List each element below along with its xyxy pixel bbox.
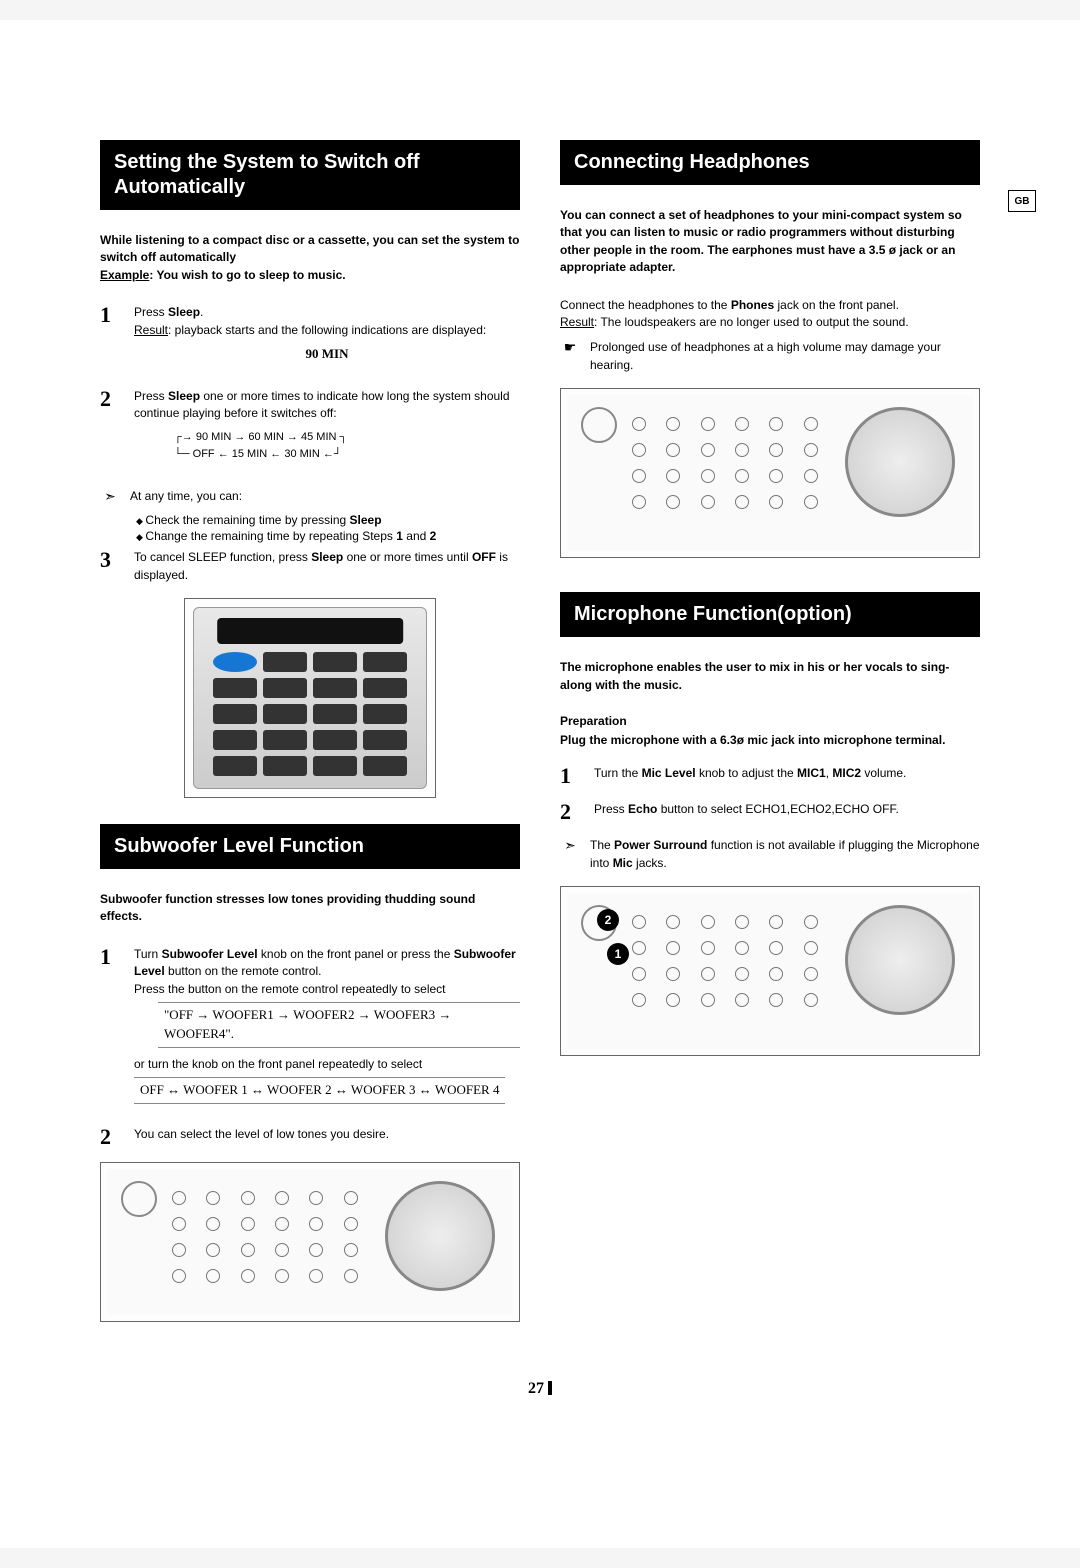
step-number: 1 [560,765,582,787]
subwoofer-step-2: 2 You can select the level of low tones … [100,1126,520,1148]
sleep-intro: While listening to a compact disc or a c… [100,232,520,284]
sleep-time-diagram: ┌→ 90 MIN → 60 MIN → 45 MIN ┐ └─ OFF ← 1… [174,429,520,464]
headphones-connect: Connect the headphones to the Phones jac… [560,297,980,332]
sleep-step-1: 1 Press Sleep. Result: playback starts a… [100,304,520,374]
mic-step-2: 2 Press Echo button to select ECHO1,ECHO… [560,801,980,823]
section-title-sleep: Setting the System to Switch off Automat… [100,140,520,210]
section-title-microphone: Microphone Function(option) [560,592,980,637]
step-number: 2 [100,1126,122,1148]
display-value: 90 MIN [134,345,520,364]
front-panel-headphones-illustration [560,388,980,558]
mic-intro: The microphone enables the user to mix i… [560,659,980,694]
section-title-subwoofer: Subwoofer Level Function [100,824,520,869]
mic-note: ➣ The Power Surround function is not ava… [560,837,980,872]
front-panel-illustration [100,1162,520,1322]
manual-page: GB Setting the System to Switch off Auto… [0,20,1080,1548]
step-number: 1 [100,304,122,374]
two-column-layout: Setting the System to Switch off Automat… [100,140,980,1340]
left-column: Setting the System to Switch off Automat… [100,140,520,1340]
note-anytime: ➣ At any time, you can: [100,488,520,505]
sleep-step-3: 3 To cancel SLEEP function, press Sleep … [100,549,520,584]
language-badge: GB [1008,190,1036,212]
step-number: 2 [100,388,122,474]
front-panel-mic-illustration: 1 2 [560,886,980,1056]
pointer-icon: ➣ [560,837,580,872]
step-number: 1 [100,946,122,1112]
right-column: Connecting Headphones You can connect a … [560,140,980,1340]
subwoofer-intro: Subwoofer function stresses low tones pr… [100,891,520,926]
hand-icon: ☛ [560,339,580,374]
callout-1: 1 [607,943,629,965]
step-number: 2 [560,801,582,823]
pointer-icon: ➣ [100,488,120,505]
page-number: 27 [100,1380,980,1398]
section-title-headphones: Connecting Headphones [560,140,980,185]
note-bullets: Check the remaining time by pressing Sle… [136,513,520,543]
headphones-intro: You can connect a set of headphones to y… [560,207,980,277]
subwoofer-step-1: 1 Turn Subwoofer Level knob on the front… [100,946,520,1112]
step-number: 3 [100,549,122,584]
headphones-warning: ☛ Prolonged use of headphones at a high … [560,339,980,374]
mic-step-1: 1 Turn the Mic Level knob to adjust the … [560,765,980,787]
callout-2: 2 [597,909,619,931]
preparation-label: Preparation [560,714,980,728]
remote-illustration [184,598,436,798]
preparation-text: Plug the microphone with a 6.3ø mic jack… [560,732,980,749]
woofer-sequence-panel: OFF ↔ WOOFER 1 ↔ WOOFER 2 ↔ WOOFER 3 ↔ W… [134,1077,505,1104]
sleep-step-2: 2 Press Sleep one or more times to indic… [100,388,520,474]
woofer-sequence-remote: "OFF → WOOFER1 → WOOFER2 → WOOFER3 → WOO… [158,1002,520,1048]
